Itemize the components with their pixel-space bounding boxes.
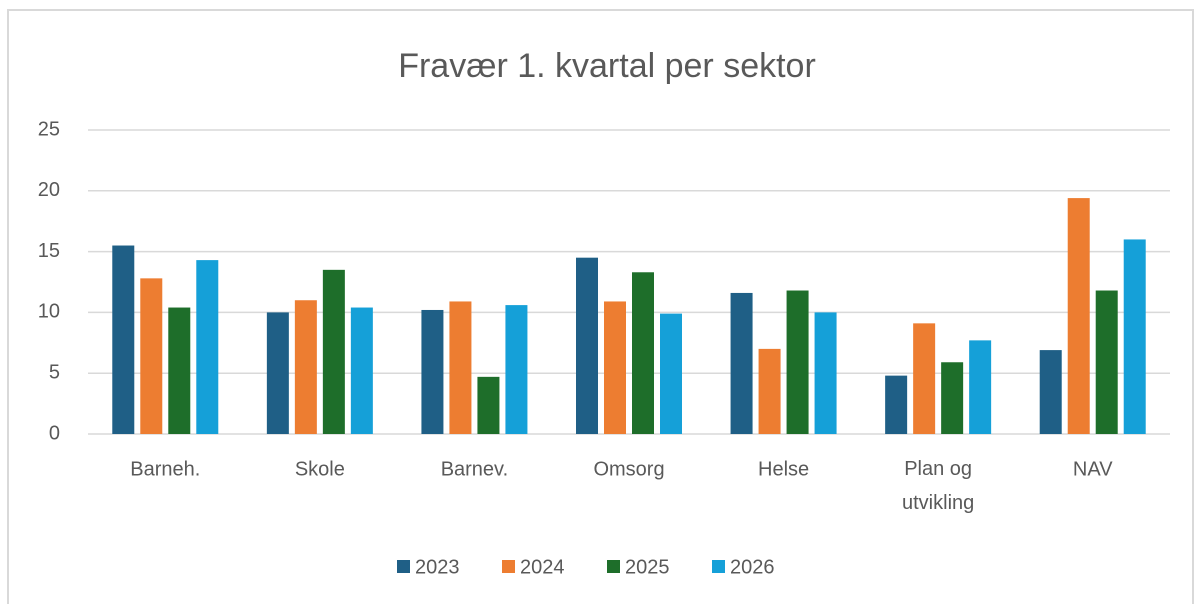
x-tick-label: Omsorg [593,458,664,480]
bar [632,272,654,434]
legend-label: 2026 [730,556,775,578]
bar [758,348,781,434]
bar [168,307,191,434]
bar [449,301,472,434]
bar [140,278,163,434]
bar [1039,350,1062,434]
bar [477,376,500,434]
bar [421,309,444,434]
bar [913,323,936,434]
legend-label: 2025 [625,556,670,578]
bar [322,269,345,434]
bar [266,312,289,434]
chart-border [7,9,1194,609]
bar [969,340,992,434]
bar [604,301,626,434]
x-tick-label: NAV [1073,458,1113,480]
y-tick-label: 5 [49,361,60,383]
legend-label: 2023 [415,556,460,578]
bar [196,260,219,434]
bar [112,245,135,434]
x-tick-label: Barneh. [130,458,200,480]
legend-swatch [607,560,620,573]
bar [294,300,317,434]
bar [660,313,682,434]
chart-title: Fravær 1. kvartal per sektor [398,47,816,85]
bar [1123,239,1146,434]
bar [1067,198,1090,434]
bar [1095,290,1118,434]
y-tick-label: 20 [38,179,60,201]
bar [786,290,809,434]
y-tick-label: 15 [38,240,60,262]
x-tick-label: Barnev. [441,458,508,480]
y-tick-label: 10 [38,301,60,323]
bar [576,257,598,434]
bar [730,292,753,434]
y-tick-label: 25 [38,118,60,140]
x-tick-label: Skole [295,458,345,480]
legend-swatch [502,560,515,573]
bar [350,307,373,434]
legend-label: 2024 [520,556,565,578]
x-tick-label: Helse [758,458,809,480]
y-tick-label: 0 [49,422,60,444]
bar [814,312,837,434]
bar [941,362,964,434]
legend-swatch [397,560,410,573]
bar [505,305,528,434]
x-tick-label: Plan og utvikling [902,458,974,514]
bar [885,375,908,434]
legend-swatch [712,560,725,573]
